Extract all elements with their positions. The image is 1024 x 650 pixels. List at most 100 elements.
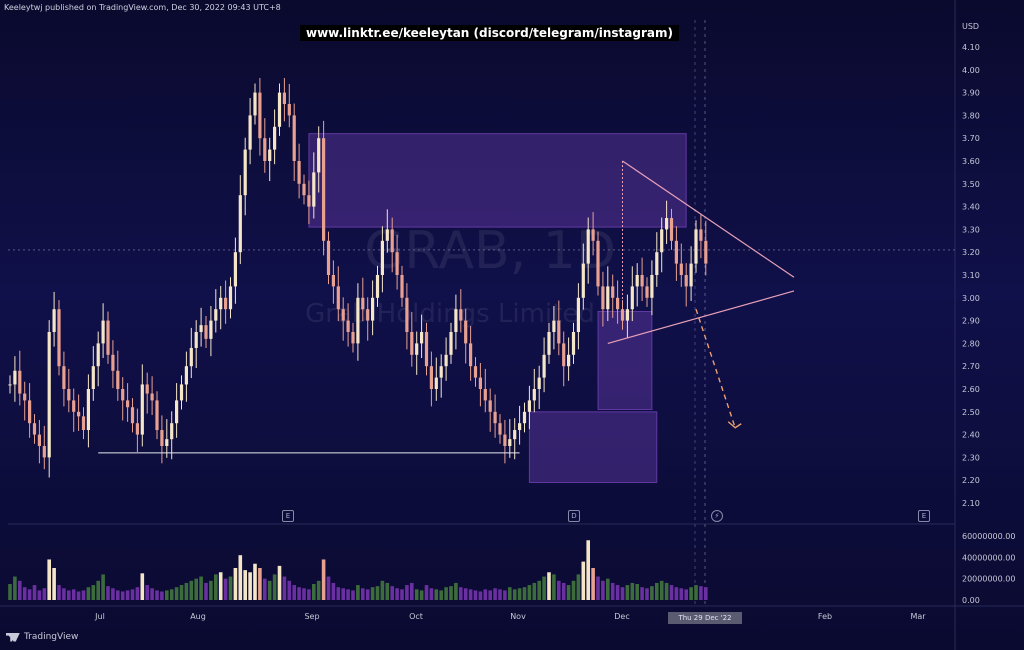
volume-bar[interactable] <box>160 591 164 600</box>
candle-body[interactable] <box>616 297 620 310</box>
volume-bar[interactable] <box>194 578 198 600</box>
volume-bar[interactable] <box>292 585 296 600</box>
candle-body[interactable] <box>253 92 257 116</box>
candle-body[interactable] <box>317 138 321 173</box>
volume-bar[interactable] <box>13 576 17 600</box>
candle-body[interactable] <box>336 286 340 310</box>
volume-bar[interactable] <box>508 587 512 600</box>
volume-bar[interactable] <box>615 585 620 600</box>
candle-body[interactable] <box>42 446 46 458</box>
volume-bar[interactable] <box>610 582 615 600</box>
candle-body[interactable] <box>493 411 497 424</box>
candle-body[interactable] <box>243 149 247 196</box>
candle-body[interactable] <box>518 423 522 431</box>
volume-bar[interactable] <box>478 591 483 600</box>
candle-body[interactable] <box>326 240 331 275</box>
candle-body[interactable] <box>121 389 125 401</box>
volume-bar[interactable] <box>233 568 238 600</box>
candle-body[interactable] <box>660 229 664 253</box>
candle-body[interactable] <box>635 275 639 287</box>
candle-body[interactable] <box>508 439 512 446</box>
supply-demand-zone-2[interactable] <box>597 310 653 411</box>
volume-bar[interactable] <box>331 582 336 600</box>
candle-body[interactable] <box>483 389 487 401</box>
candle-body[interactable] <box>209 320 213 339</box>
calendar-icon-feb[interactable]: E <box>918 510 930 522</box>
volume-bar[interactable] <box>179 585 184 600</box>
volume-bar[interactable] <box>135 587 140 600</box>
candle-body[interactable] <box>665 218 669 230</box>
candle-body[interactable] <box>420 332 424 344</box>
volume-bar[interactable] <box>120 591 125 600</box>
candle-body[interactable] <box>86 389 90 431</box>
volume-bar[interactable] <box>76 591 81 600</box>
volume-bar[interactable] <box>591 568 595 600</box>
candle-body[interactable] <box>704 240 708 264</box>
volume-bar[interactable] <box>547 572 551 600</box>
candle-body[interactable] <box>542 354 546 378</box>
volume-bar[interactable] <box>96 580 100 600</box>
candle-body[interactable] <box>28 400 32 424</box>
candle-body[interactable] <box>444 354 448 367</box>
candle-body[interactable] <box>395 252 399 275</box>
candle-body[interactable] <box>562 343 566 367</box>
volume-bar[interactable] <box>321 559 326 600</box>
candle-body[interactable] <box>287 104 291 116</box>
volume-bar[interactable] <box>316 580 321 600</box>
volume-bar[interactable] <box>596 576 600 600</box>
upper-trendline[interactable] <box>622 160 795 278</box>
candle-body[interactable] <box>405 297 409 332</box>
candle-body[interactable] <box>473 366 478 378</box>
volume-bar[interactable] <box>307 589 311 600</box>
volume-bar[interactable] <box>326 576 331 600</box>
volume-bar[interactable] <box>204 582 208 600</box>
candle-body[interactable] <box>684 275 688 287</box>
candle-body[interactable] <box>576 297 580 332</box>
volume-bar[interactable] <box>32 585 37 600</box>
candle-body[interactable] <box>258 92 262 139</box>
candle-body[interactable] <box>469 343 473 367</box>
candle-body[interactable] <box>130 407 135 424</box>
volume-bar[interactable] <box>601 580 605 600</box>
volume-bar[interactable] <box>263 578 267 600</box>
candle-body[interactable] <box>346 320 350 332</box>
volume-bar[interactable] <box>361 588 365 600</box>
volume-bar[interactable] <box>694 585 698 600</box>
volume-bar[interactable] <box>365 589 370 600</box>
volume-bar[interactable] <box>150 588 154 600</box>
candle-body[interactable] <box>263 138 267 161</box>
volume-bar[interactable] <box>57 585 61 600</box>
volume-bar[interactable] <box>410 582 414 600</box>
volume-bar[interactable] <box>659 580 664 600</box>
candle-body[interactable] <box>410 332 414 355</box>
candle-body[interactable] <box>424 332 429 367</box>
candle-body[interactable] <box>591 229 595 241</box>
volume-bar[interactable] <box>566 585 571 600</box>
volume-bar[interactable] <box>282 576 287 600</box>
candle-body[interactable] <box>116 370 120 389</box>
volume-bar[interactable] <box>517 588 522 600</box>
candle-body[interactable] <box>106 320 110 355</box>
candle-body[interactable] <box>155 400 159 431</box>
candle-body[interactable] <box>674 240 678 264</box>
volume-bar[interactable] <box>238 555 243 600</box>
volume-bar[interactable] <box>512 589 517 600</box>
volume-bar[interactable] <box>81 590 86 600</box>
candle-body[interactable] <box>32 423 37 435</box>
volume-bar[interactable] <box>287 580 292 600</box>
volume-bar[interactable] <box>454 582 458 600</box>
volume-bar[interactable] <box>640 587 644 600</box>
volume-bar[interactable] <box>405 585 409 600</box>
candle-body[interactable] <box>371 297 375 321</box>
volume-bar[interactable] <box>277 565 282 600</box>
candle-body[interactable] <box>694 229 698 264</box>
tradingview-logo[interactable]: TradingView <box>6 632 78 642</box>
volume-bar[interactable] <box>8 584 12 600</box>
candle-body[interactable] <box>96 343 100 367</box>
volume-bar[interactable] <box>449 586 453 600</box>
volume-bar[interactable] <box>606 578 610 600</box>
volume-bar[interactable] <box>395 588 399 600</box>
volume-bar[interactable] <box>459 587 463 600</box>
volume-bar[interactable] <box>253 563 257 600</box>
lightning-icon-dec[interactable]: ⚡ <box>711 510 723 522</box>
